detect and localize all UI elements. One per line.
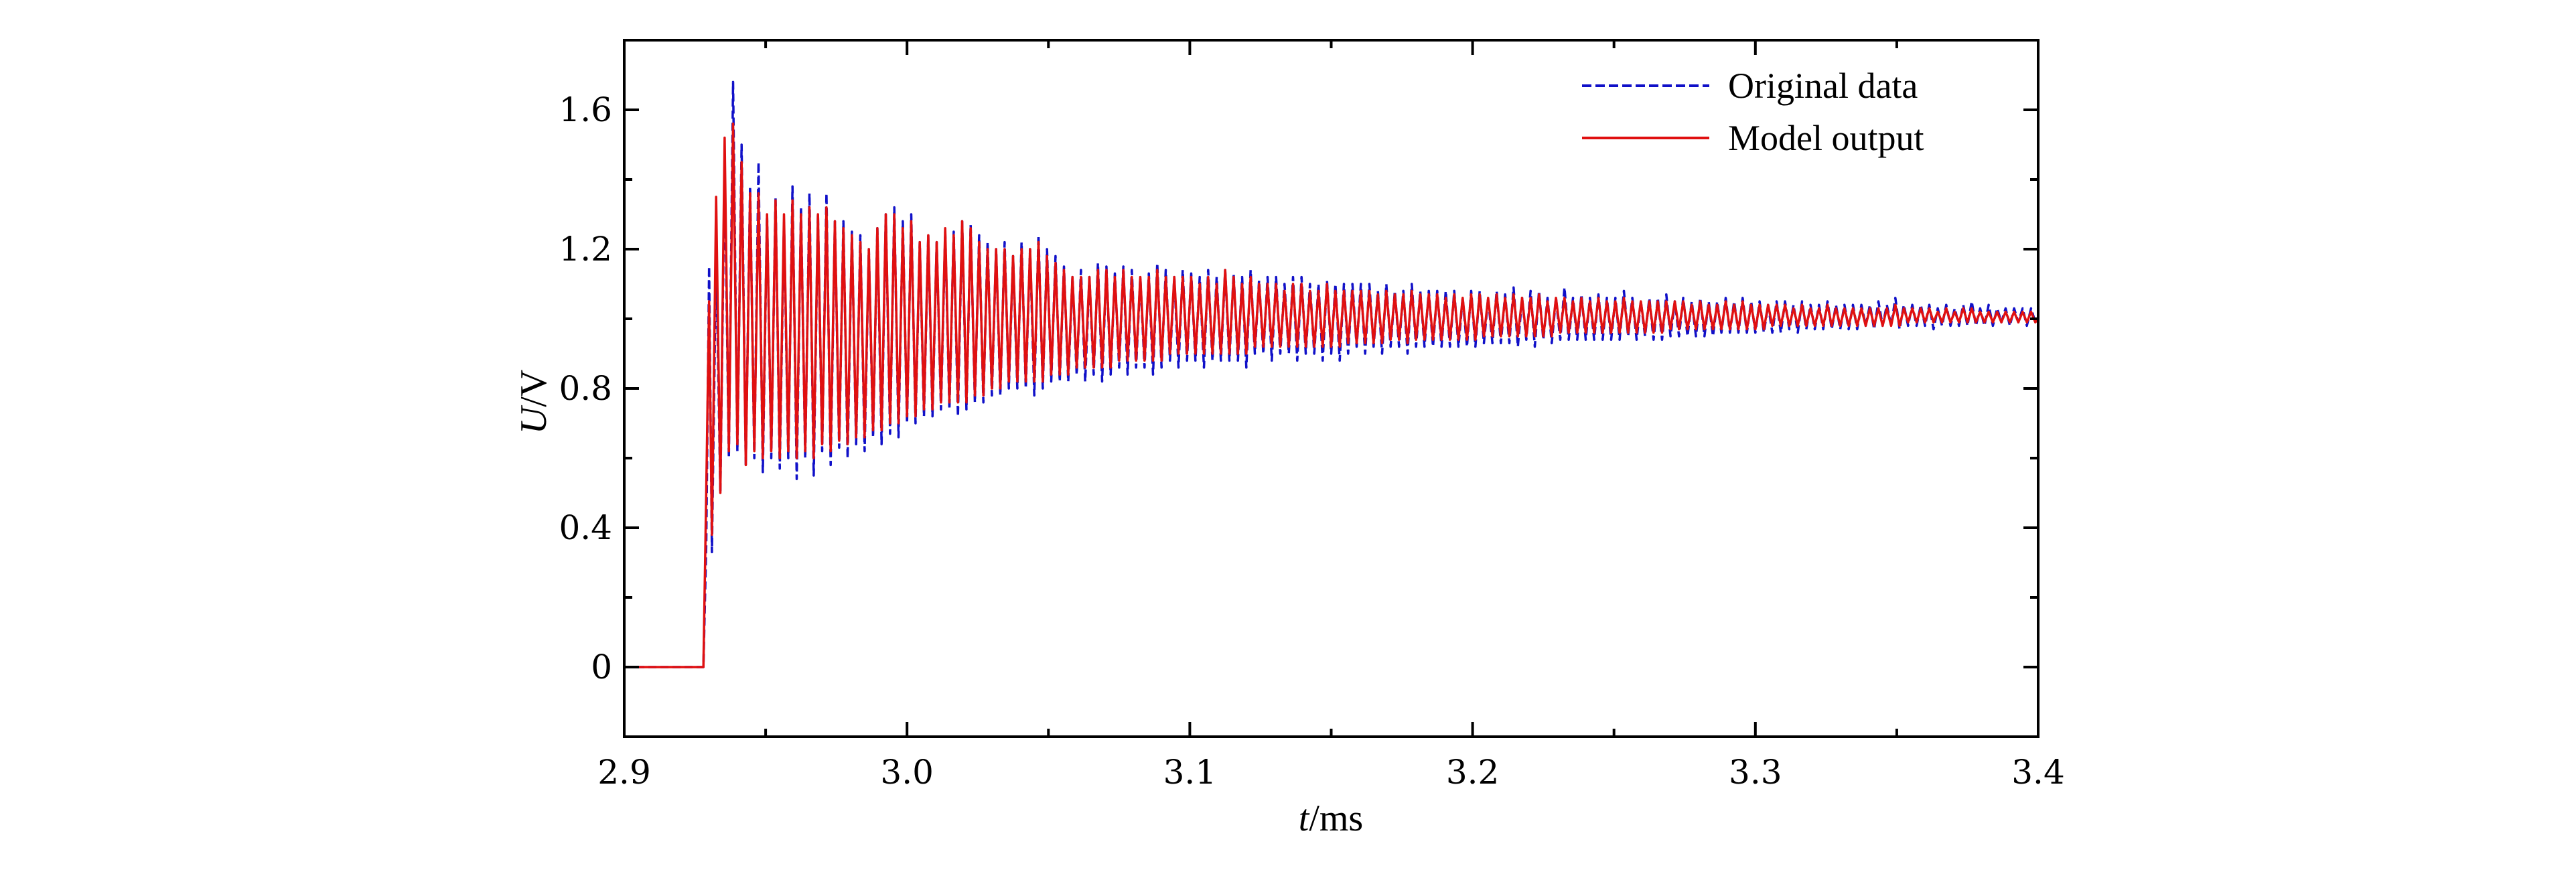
series-layer xyxy=(624,80,2038,668)
y-tick-label: 1.2 xyxy=(559,230,612,269)
x-tick-label: 3.1 xyxy=(1163,753,1217,792)
x-tick-label: 3.2 xyxy=(1446,753,1500,792)
x-tick-label: 3.4 xyxy=(2011,753,2065,792)
y-axis-label: U/V xyxy=(513,370,555,434)
tick-labels-layer: 2.9 3.0 3.1 3.2 3.3 3.4 0 0.4 0.8 1.2 1.6 xyxy=(559,90,2064,792)
series-line-model-output xyxy=(624,123,2038,668)
y-tick-label: 1.6 xyxy=(559,90,612,129)
x-tick-label: 3.0 xyxy=(880,753,934,792)
legend-label-original-data: Original data xyxy=(1728,66,1918,106)
legend: Original data Model output xyxy=(1582,66,1924,158)
x-axis-label: t/ms xyxy=(1299,798,1363,839)
x-tick-label: 3.3 xyxy=(1729,753,1782,792)
y-tick-label: 0 xyxy=(591,648,612,686)
y-tick-label: 0.8 xyxy=(559,369,612,408)
y-tick-label: 0.4 xyxy=(559,508,612,547)
series-line-original-data xyxy=(624,80,2038,668)
x-tick-label: 2.9 xyxy=(597,753,651,792)
ticks-layer xyxy=(623,39,2040,738)
legend-label-model-output: Model output xyxy=(1728,118,1924,158)
